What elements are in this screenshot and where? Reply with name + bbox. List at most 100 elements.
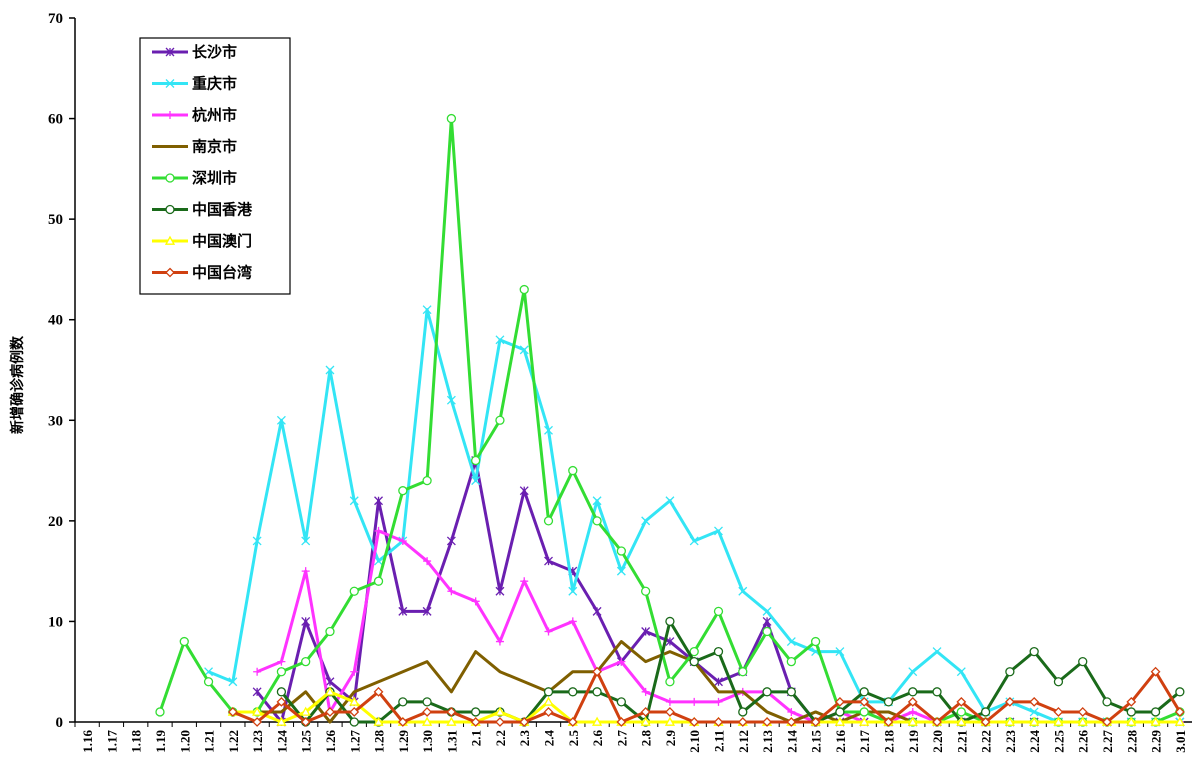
x-tick-label: 1.25 xyxy=(299,730,314,753)
marker xyxy=(165,47,175,57)
marker xyxy=(1077,716,1088,726)
marker xyxy=(349,707,360,717)
legend-label: 南京市 xyxy=(192,138,237,156)
marker xyxy=(787,707,796,716)
marker xyxy=(665,707,675,717)
marker xyxy=(398,486,408,496)
x-tick-label: 2.3 xyxy=(517,730,532,747)
marker xyxy=(1004,716,1015,726)
marker xyxy=(883,697,894,707)
marker xyxy=(616,566,626,576)
marker xyxy=(520,577,529,586)
series xyxy=(252,456,1185,727)
marker xyxy=(276,687,287,697)
marker xyxy=(422,606,432,616)
marker xyxy=(834,716,846,726)
x-tick-label: 2.13 xyxy=(760,730,775,753)
marker xyxy=(350,667,359,676)
marker xyxy=(253,667,262,676)
x-tick-label: 1.23 xyxy=(250,730,265,753)
marker xyxy=(665,697,674,706)
marker xyxy=(446,716,457,726)
marker xyxy=(252,717,263,727)
marker xyxy=(1102,717,1112,727)
marker xyxy=(519,717,530,727)
marker xyxy=(495,717,505,727)
marker xyxy=(325,677,335,687)
marker xyxy=(276,415,286,425)
x-tick-label: 1.19 xyxy=(153,730,168,753)
marker xyxy=(422,475,432,486)
marker xyxy=(665,677,675,687)
marker xyxy=(276,716,287,726)
marker xyxy=(349,717,359,727)
marker xyxy=(859,707,869,717)
marker xyxy=(204,667,214,677)
marker xyxy=(1126,716,1137,726)
marker xyxy=(325,707,335,717)
marker xyxy=(543,516,554,526)
marker xyxy=(689,536,699,546)
marker xyxy=(227,707,238,717)
marker xyxy=(422,697,432,707)
x-tick-label: 2.29 xyxy=(1149,730,1164,753)
x-tick-label: 2.25 xyxy=(1051,730,1066,753)
marker xyxy=(859,696,870,707)
series-line xyxy=(256,529,1180,724)
marker xyxy=(301,567,310,576)
marker xyxy=(349,496,359,506)
marker xyxy=(932,717,942,727)
marker xyxy=(1150,707,1161,717)
legend-label: 中国香港 xyxy=(192,201,253,219)
marker xyxy=(690,697,699,706)
marker xyxy=(374,556,383,566)
marker xyxy=(664,716,676,726)
marker xyxy=(737,717,748,727)
y-tick-label: 40 xyxy=(48,313,63,329)
series xyxy=(227,686,1185,726)
x-tick-label: 2.16 xyxy=(833,730,848,753)
y-tick-label: 70 xyxy=(48,11,63,27)
x-tick-label: 2.22 xyxy=(979,730,994,753)
legend-label: 重庆市 xyxy=(192,75,237,93)
marker xyxy=(956,716,967,726)
marker xyxy=(252,687,262,697)
marker xyxy=(165,79,175,88)
marker xyxy=(713,717,724,727)
marker xyxy=(1102,697,1112,707)
marker xyxy=(1150,666,1161,677)
marker xyxy=(980,707,991,717)
marker xyxy=(616,697,627,707)
marker xyxy=(1029,646,1039,657)
x-tick-label: 2.17 xyxy=(857,730,872,753)
x-tick-label: 2.5 xyxy=(566,730,581,747)
marker xyxy=(164,235,176,245)
marker xyxy=(592,666,602,677)
x-tick-label: 2.20 xyxy=(930,730,945,753)
x-tick-label: 1.29 xyxy=(396,730,411,753)
marker xyxy=(786,657,796,667)
marker xyxy=(373,576,384,586)
marker xyxy=(835,707,845,717)
marker xyxy=(495,335,505,345)
y-tick-label: 20 xyxy=(48,514,63,530)
x-tick-label: 2.27 xyxy=(1100,730,1115,753)
marker xyxy=(1126,707,1136,717)
marker xyxy=(1126,696,1137,707)
marker xyxy=(325,365,335,375)
marker xyxy=(543,696,554,706)
marker xyxy=(300,717,311,727)
marker xyxy=(495,415,505,425)
marker xyxy=(325,626,335,637)
y-tick-label: 60 xyxy=(48,112,63,128)
marker xyxy=(1175,687,1185,697)
marker xyxy=(373,716,384,726)
marker xyxy=(907,716,918,726)
marker xyxy=(422,707,433,717)
marker xyxy=(446,707,457,717)
marker xyxy=(665,496,675,506)
marker xyxy=(762,717,772,727)
marker xyxy=(374,526,383,535)
marker xyxy=(300,706,311,716)
